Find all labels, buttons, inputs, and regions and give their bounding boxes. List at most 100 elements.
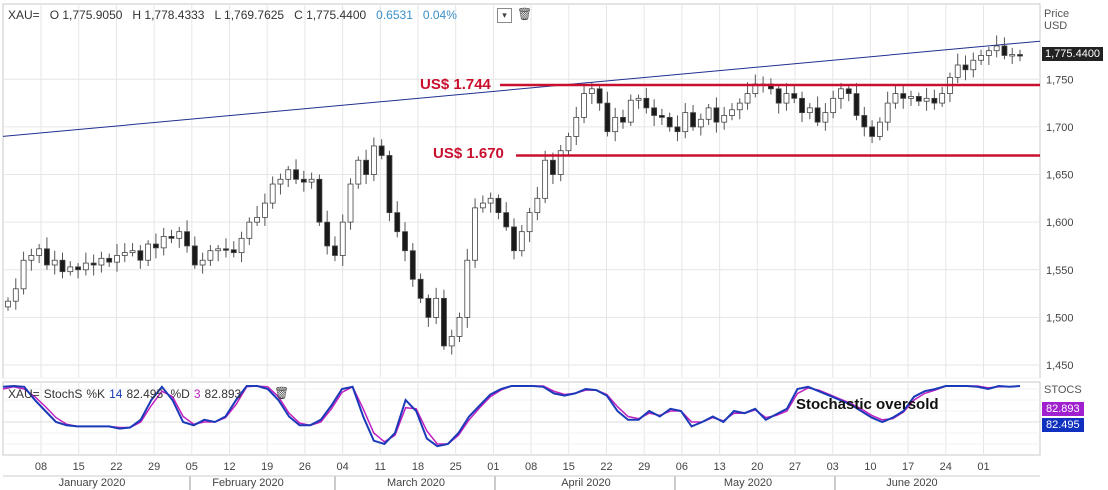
candle-body xyxy=(588,88,595,94)
candle-body xyxy=(853,93,860,116)
price-axis-title: Price USD xyxy=(1044,8,1070,32)
candle-body xyxy=(269,183,276,204)
x-day-label: 26 xyxy=(299,461,311,473)
candle-body xyxy=(316,178,323,223)
candle-body xyxy=(409,250,416,280)
last-price-tag: 1,775.4400 xyxy=(1042,47,1104,61)
candle-body xyxy=(900,93,907,99)
candle-body xyxy=(814,107,821,123)
x-day-label: 03 xyxy=(827,461,839,473)
candle-body xyxy=(557,150,564,175)
x-day-label: 04 xyxy=(336,461,348,473)
high-value: H 1,778.4333 xyxy=(132,8,205,22)
y-tick-label: 1,600 xyxy=(1046,217,1074,229)
candle-body xyxy=(806,107,813,114)
candle-body xyxy=(378,145,385,156)
candle-body xyxy=(324,221,331,247)
y-tick-label: 1,650 xyxy=(1046,170,1074,182)
stoch-d-value: 82.893 xyxy=(204,387,242,401)
candle-body xyxy=(386,155,393,214)
candle-body xyxy=(441,297,447,347)
candle-body xyxy=(729,109,735,116)
candle-body xyxy=(293,169,299,180)
candle-body xyxy=(448,336,455,347)
stoch-k-line xyxy=(2,384,1021,448)
y-tick-label: 1,500 xyxy=(1046,312,1074,324)
candle-body xyxy=(869,126,875,137)
candle-body xyxy=(612,116,619,133)
candle-body xyxy=(705,107,712,120)
candle-body xyxy=(5,300,11,308)
candle-body xyxy=(620,116,626,123)
candle-body xyxy=(791,93,798,99)
x-day-label: 01 xyxy=(977,461,989,473)
candle-body xyxy=(845,88,852,94)
candle-body xyxy=(690,112,696,128)
candle-body xyxy=(285,169,292,180)
candle-body xyxy=(495,197,502,214)
candle-body xyxy=(114,255,120,263)
candle-body xyxy=(339,221,346,256)
chevron-down-icon[interactable]: ▾ xyxy=(497,8,512,23)
candle-body xyxy=(347,183,354,223)
price-header: XAU= O 1,775.9050 H 1,778.4333 L 1,769.7625… xyxy=(8,8,467,22)
candle-body xyxy=(915,96,922,102)
candle-body xyxy=(993,45,1000,52)
candle-body xyxy=(713,107,720,123)
candle-body xyxy=(651,107,658,116)
candle-body xyxy=(215,248,222,252)
candle-body xyxy=(433,297,440,318)
x-day-label: 06 xyxy=(676,461,688,473)
candle-body xyxy=(261,202,268,218)
candle-body xyxy=(542,159,549,199)
candle-body xyxy=(908,96,914,99)
candle-body xyxy=(207,250,214,261)
candle-body xyxy=(153,243,159,249)
candle-body xyxy=(923,97,930,102)
y-tick-label: 1,700 xyxy=(1046,122,1074,134)
candle-body xyxy=(184,231,190,247)
stoch-trash-icon[interactable]: 🗑 xyxy=(274,386,290,400)
candle-body xyxy=(425,297,432,318)
candle-body xyxy=(659,115,665,118)
stoch-k-tag: 82.495 xyxy=(1042,418,1084,432)
candle-body xyxy=(308,178,315,183)
y-tick-label: 1,750 xyxy=(1046,74,1074,86)
x-day-label: 10 xyxy=(864,461,876,473)
candle-body xyxy=(456,316,463,337)
candle-body xyxy=(666,116,673,128)
candle-body xyxy=(635,97,642,101)
candle-body xyxy=(472,207,478,261)
x-day-label: 22 xyxy=(110,461,122,473)
candle-body xyxy=(106,257,113,263)
candle-body xyxy=(838,88,844,99)
candle-body xyxy=(627,99,634,123)
y-tick-label: 1,450 xyxy=(1046,360,1074,372)
open-value: O 1,775.9050 xyxy=(49,8,123,22)
candle-body xyxy=(277,178,284,185)
candle-body xyxy=(526,212,533,233)
candle-body xyxy=(511,226,517,252)
candle-body xyxy=(573,116,580,137)
stoch-d-period: 3 xyxy=(193,387,201,401)
stoch-axis-title: STOCS xyxy=(1044,384,1082,396)
candle-body xyxy=(674,126,681,133)
resistance-label: US$ 1.744 xyxy=(420,76,491,93)
candle-body xyxy=(518,231,525,252)
candle-body xyxy=(191,245,198,266)
trend-line xyxy=(2,40,1041,137)
candle-body xyxy=(565,136,572,152)
stoch-k-period: 14 xyxy=(109,387,123,401)
stoch-name: StochS xyxy=(43,387,83,401)
candle-body xyxy=(775,88,782,104)
candle-body xyxy=(402,231,408,252)
change-percent: 0.04% xyxy=(422,8,457,22)
x-day-label: 25 xyxy=(450,461,462,473)
candle-body xyxy=(370,145,377,175)
trash-icon[interactable]: 🗑 xyxy=(517,7,533,21)
candle-body xyxy=(332,245,338,256)
candle-body xyxy=(697,118,704,128)
candle-body xyxy=(464,259,471,318)
x-day-label: 08 xyxy=(35,461,47,473)
